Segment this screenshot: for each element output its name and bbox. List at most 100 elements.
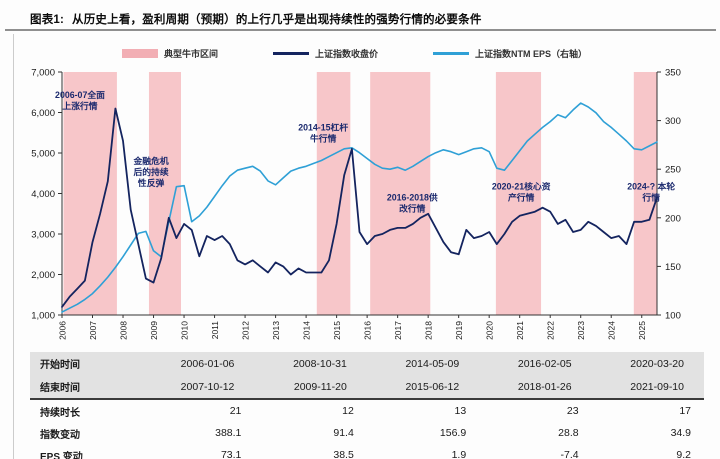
x-axis-tick-label: 2021: [515, 321, 525, 340]
table-row: 结束时间 2007-10-12 2009-11-20 2015-06-12 2018-0…: [30, 375, 704, 398]
right-axis-tick-label: 100: [665, 311, 681, 322]
left-axis-tick-label: 6,000: [31, 108, 55, 119]
figure-title: 从历史上看，盈利周期（预期）的上行几乎是出现持续性的强势行情的必要条件: [72, 14, 482, 26]
chart-annotation: 2006-07全面上涨行情: [55, 89, 105, 111]
close-price-swatch: [273, 52, 310, 55]
right-axis-tick-label: 300: [665, 116, 681, 127]
x-axis-tick-label: 2006: [58, 321, 68, 340]
table-cell: 2007-10-12: [180, 380, 235, 393]
table-cell: 28.8: [558, 427, 579, 439]
table-cell: 12: [342, 405, 354, 417]
table-row: 开始时间 2006-01-06 2008-10-31 2014-05-09 2016-0…: [30, 352, 704, 375]
table-cell: -7.4: [560, 449, 579, 459]
table-cell: 2009-11-20: [293, 380, 347, 393]
bull-market-band: [495, 72, 542, 315]
table-cell: 21: [229, 405, 242, 417]
legend-label-bull-band: 典型牛市区间: [164, 49, 219, 59]
figure-title-row: 图表1: 从历史上看，盈利周期（预期）的上行几乎是出现持续性的强势行情的必要条件: [30, 11, 710, 27]
x-axis-tick-label: 2020: [485, 321, 495, 340]
chart-legend: 典型牛市区间 上证指数收盘价 上证指数NTM EPS（右轴）: [122, 47, 587, 60]
table-cell: 1.9: [451, 449, 467, 459]
table-cell: 13: [454, 405, 467, 417]
close-price-line: [61, 107, 658, 308]
table-row-label: 开始时间: [40, 360, 80, 371]
bull-market-band: [633, 72, 657, 315]
table-cell: 23: [566, 405, 579, 417]
table-row-label: EPS 变动: [40, 451, 83, 459]
page-edge-line: [13, 34, 14, 459]
left-axis-tick-label: 1,000: [31, 311, 55, 322]
right-axis-tick-label: 250: [665, 165, 681, 176]
table-cell: 2006-01-06: [180, 357, 235, 370]
chart-annotation: 2016-2018供改行情: [387, 191, 438, 213]
table-cell: 2018-01-26: [517, 380, 572, 393]
right-axis-tick-label: 200: [665, 213, 681, 224]
bull-market-band: [370, 72, 431, 315]
legend-label-ntm-eps: 上证指数NTM EPS（右轴）: [475, 49, 588, 59]
x-axis-tick-label: 2014: [302, 321, 312, 340]
x-axis-tick-label: 2007: [88, 321, 98, 340]
chart-annotation: 2014-15杠杆牛行情: [298, 122, 348, 144]
table-cell: 156.9: [439, 427, 467, 439]
left-axis-tick-label: 7,000: [31, 68, 55, 79]
x-axis-tick-label: 2018: [424, 321, 434, 340]
chart-annotation: 2024-? 本轮行情: [627, 180, 675, 202]
chart-annotation: 金融危机后的持续性反弹: [132, 155, 168, 188]
x-axis-tick-label: 2009: [149, 321, 159, 340]
x-axis-tick-label: 2019: [454, 321, 464, 340]
chart-annotation: 2020-21核心资产行情: [492, 180, 551, 202]
bull-market-band: [63, 72, 117, 315]
table-cell: 34.9: [670, 427, 691, 439]
ntm-eps-line: [61, 102, 658, 313]
legend-item-ntm-eps: 上证指数NTM EPS（右轴）: [433, 47, 587, 60]
table-cell: 2014-05-09: [405, 357, 460, 370]
table-row: EPS 变动 73.1 38.5 1.9 -7.4 9.2: [30, 444, 704, 459]
table-cell: 38.5: [333, 449, 354, 459]
bull-market-band: [148, 72, 181, 315]
legend-label-close-price: 上证指数收盘价: [315, 49, 379, 59]
left-axis-tick-label: 2,000: [31, 270, 55, 281]
x-axis-tick-label: 2012: [241, 321, 251, 340]
x-axis-tick-label: 2013: [271, 321, 281, 340]
left-axis-tick-label: 4,000: [31, 189, 55, 200]
table-cell: 9.2: [676, 449, 691, 459]
legend-item-close-price: 上证指数收盘价: [273, 47, 378, 60]
table-divider: [30, 398, 704, 400]
table-row: 持续时长 21 12 13 23 17: [30, 400, 704, 422]
left-axis-tick-label: 5,000: [31, 149, 55, 160]
table-cell: 2021-09-10: [630, 380, 684, 393]
x-axis-tick-label: 2025: [637, 321, 647, 340]
x-axis-tick-label: 2015: [332, 321, 342, 340]
table-cell: 2020-03-20: [630, 357, 684, 370]
figure-label: 图表1:: [30, 14, 65, 26]
table-cell: 91.4: [333, 427, 354, 439]
table-cell: 2016-02-05: [517, 357, 572, 370]
legend-item-bull-band: 典型牛市区间: [122, 47, 218, 60]
table-row: 指数变动 388.1 91.4 156.9 28.8 34.9: [30, 422, 704, 444]
x-axis-tick-label: 2016: [363, 321, 373, 340]
table-row-label: 结束时间: [40, 383, 80, 394]
table-cell: 2008-10-31: [293, 357, 347, 370]
table-cell: 17: [679, 405, 691, 417]
table-cell: 73.1: [220, 449, 242, 459]
x-axis-tick-label: 2010: [180, 321, 190, 340]
right-axis-tick-label: 150: [665, 262, 681, 273]
bull-band-swatch: [122, 49, 158, 58]
title-rule: [5, 29, 716, 31]
x-axis-tick-label: 2008: [119, 321, 129, 340]
table-row-label: 指数变动: [40, 429, 80, 441]
right-axis-tick-label: 350: [665, 68, 681, 79]
table-cell: 2015-06-12: [405, 380, 460, 393]
x-axis-tick-label: 2011: [210, 321, 220, 340]
stats-table: 开始时间 2006-01-06 2008-10-31 2014-05-09 2016-0…: [30, 352, 704, 459]
x-axis-tick-label: 2017: [393, 321, 403, 340]
ntm-eps-swatch: [433, 52, 470, 55]
x-axis-tick-label: 2024: [607, 321, 617, 340]
left-axis-tick-label: 3,000: [31, 230, 55, 241]
bull-market-band: [316, 72, 351, 315]
table-row-label: 持续时长: [40, 407, 80, 419]
x-axis-tick-label: 2022: [546, 321, 556, 340]
x-axis-tick-label: 2023: [576, 321, 586, 340]
table-cell: 388.1: [215, 427, 242, 439]
